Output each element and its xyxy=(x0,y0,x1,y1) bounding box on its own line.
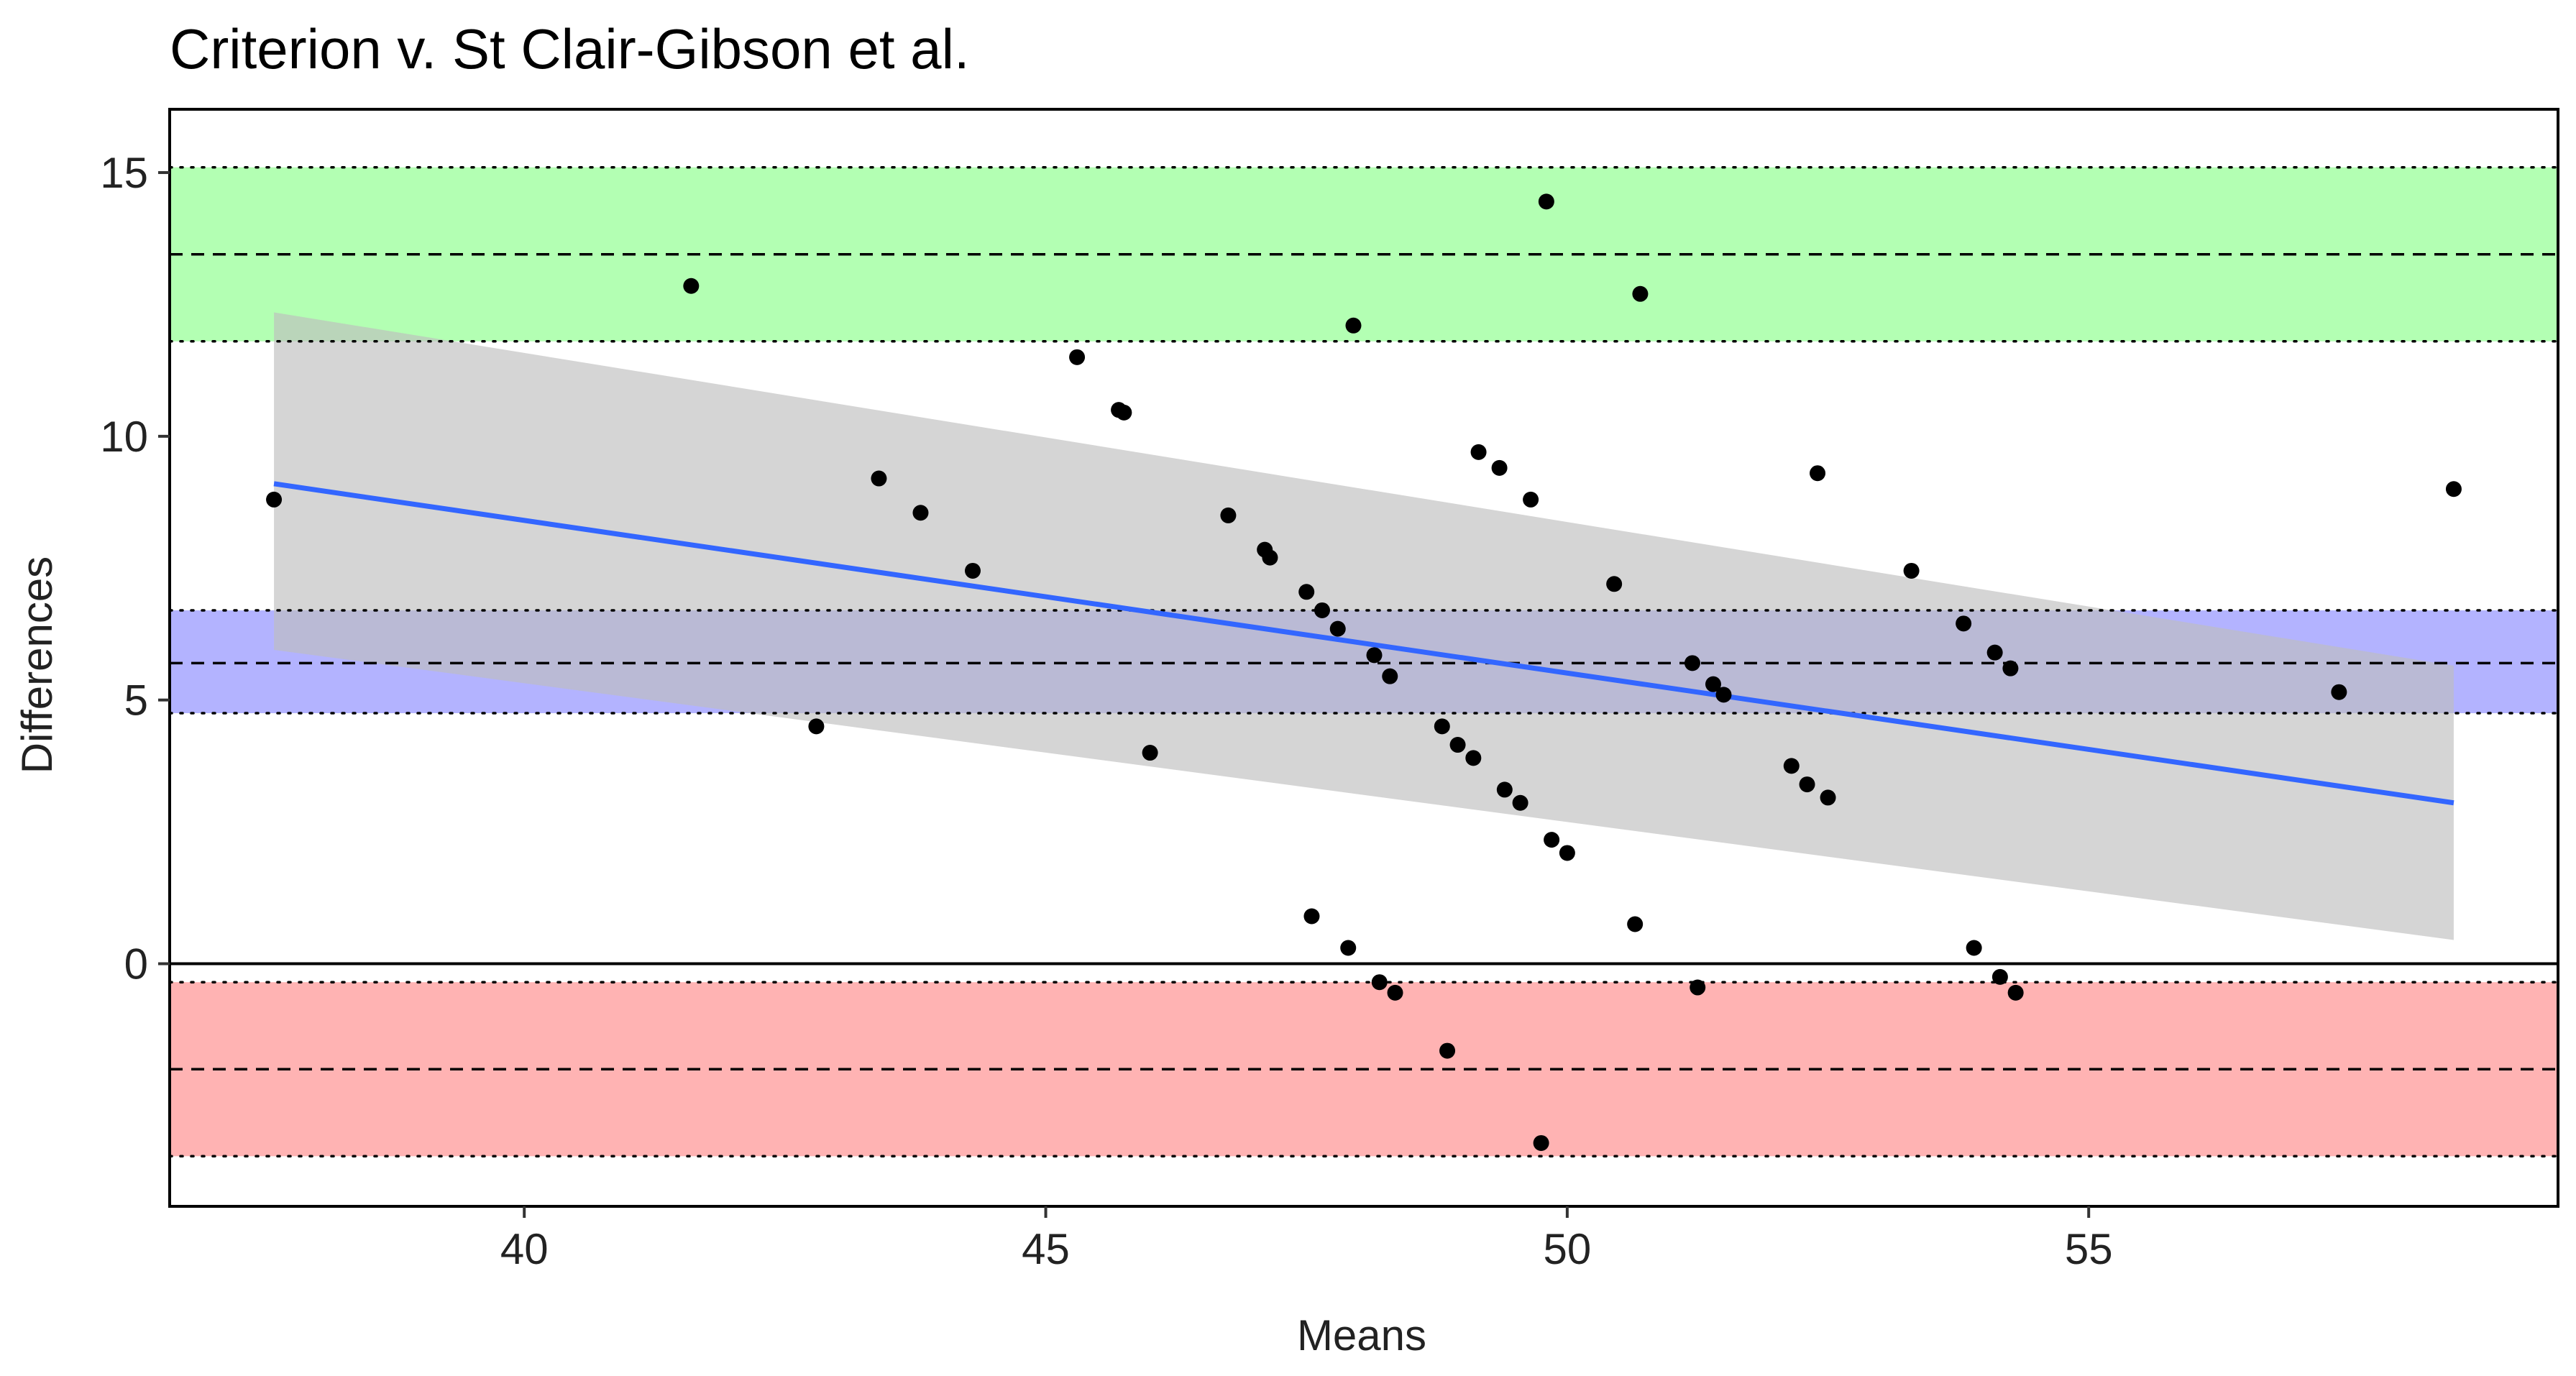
plot-frame xyxy=(168,108,2559,1208)
data-point xyxy=(1986,644,2003,661)
data-point xyxy=(2007,984,2024,1001)
data-point xyxy=(1470,444,1487,460)
data-point xyxy=(1496,781,1513,798)
y-tick-label: 10 xyxy=(100,413,148,461)
chart-title: Criterion v. St Clair-Gibson et al. xyxy=(170,17,970,81)
data-point xyxy=(1991,968,2008,985)
data-point xyxy=(1783,758,1800,774)
data-point xyxy=(1345,317,1362,334)
data-point xyxy=(1966,940,1982,956)
data-point xyxy=(1329,620,1346,637)
x-tick-label: 40 xyxy=(500,1225,549,1273)
y-axis: 0 5 10 15 xyxy=(100,149,170,989)
data-point xyxy=(683,278,700,294)
data-point xyxy=(1303,908,1320,925)
regression-line-group xyxy=(273,481,2454,806)
data-point xyxy=(1715,687,1732,703)
data-point xyxy=(1533,1134,1549,1151)
data-point xyxy=(1632,285,1649,302)
data-point xyxy=(266,491,283,508)
y-tick-label: 15 xyxy=(100,149,148,197)
y-axis-title: Differences xyxy=(13,556,61,774)
data-point xyxy=(1340,940,1357,956)
data-point xyxy=(1382,668,1398,684)
data-point xyxy=(1220,507,1237,523)
regression-confidence-band xyxy=(274,312,2454,940)
reference-lines xyxy=(168,165,2559,1158)
data-point xyxy=(1684,655,1700,671)
data-point xyxy=(912,505,929,521)
regression-ci-band xyxy=(274,312,2454,940)
x-tick-label: 50 xyxy=(1544,1225,1592,1273)
data-point xyxy=(1449,737,1466,753)
data-point xyxy=(1705,676,1721,692)
data-point xyxy=(1434,718,1450,735)
data-point xyxy=(1903,562,1920,579)
data-point xyxy=(2002,660,2019,676)
data-point xyxy=(1538,193,1554,210)
data-point xyxy=(1439,1042,1456,1059)
data-point xyxy=(2445,481,2462,497)
x-tick-label: 45 xyxy=(1022,1225,1070,1273)
data-point xyxy=(1544,832,1560,848)
data-point xyxy=(1799,776,1815,793)
data-point xyxy=(871,470,887,487)
data-point xyxy=(965,562,981,579)
data-point xyxy=(1314,602,1330,618)
x-axis-title: Means xyxy=(1297,1311,1426,1359)
data-point xyxy=(1606,576,1623,592)
data-point xyxy=(1627,916,1644,932)
data-point xyxy=(2331,684,2347,700)
data-point xyxy=(1820,789,1836,806)
data-point xyxy=(1491,459,1508,476)
data-point xyxy=(1069,349,1086,365)
data-point xyxy=(1465,750,1482,766)
data-point xyxy=(1810,465,1826,482)
data-point xyxy=(1116,404,1132,421)
data-point xyxy=(1956,615,1972,632)
regression-line xyxy=(273,481,2454,806)
data-point xyxy=(1690,979,1706,996)
data-point xyxy=(1366,647,1383,664)
data-point xyxy=(1298,584,1315,600)
data-point xyxy=(1262,549,1278,566)
data-point xyxy=(1559,845,1575,861)
data-point xyxy=(808,718,825,735)
data-points xyxy=(266,193,2462,1151)
x-tick-label: 55 xyxy=(2065,1225,2113,1273)
data-point xyxy=(1523,491,1539,508)
y-tick-label: 0 xyxy=(124,940,148,989)
data-point xyxy=(1371,974,1388,991)
y-tick-label: 5 xyxy=(124,676,148,725)
data-point xyxy=(1387,984,1403,1001)
data-point xyxy=(1142,745,1158,761)
x-axis: 40 45 50 55 xyxy=(500,1206,2113,1273)
data-point xyxy=(1512,794,1528,811)
